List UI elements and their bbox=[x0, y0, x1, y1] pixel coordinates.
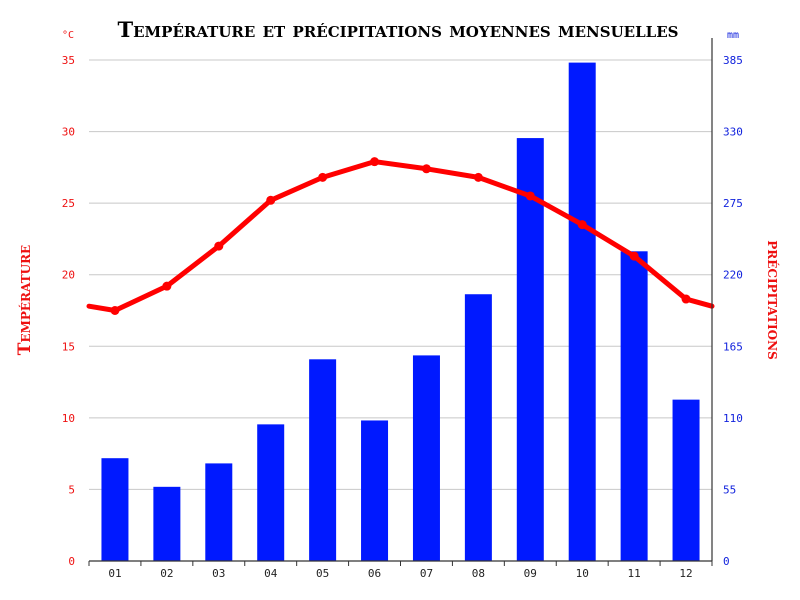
temperature-polyline bbox=[86, 159, 715, 313]
precip-bar bbox=[464, 294, 492, 561]
right-tick-label: 55 bbox=[723, 483, 736, 496]
left-tick-label: 30 bbox=[62, 126, 75, 139]
temperature-point bbox=[370, 157, 380, 167]
temperature-point bbox=[266, 195, 276, 205]
left-tick-label: 25 bbox=[62, 197, 75, 210]
x-tick-label: 01 bbox=[108, 567, 121, 580]
right-tick-label: 385 bbox=[723, 54, 743, 67]
left-tick-label: 15 bbox=[62, 340, 75, 353]
chart-title: Température et précipitations moyennes m… bbox=[118, 17, 679, 42]
temperature-point bbox=[473, 172, 483, 182]
x-tick-label: 12 bbox=[679, 567, 692, 580]
left-axis-unit: °C bbox=[62, 30, 74, 41]
left-tick-label: 5 bbox=[68, 483, 75, 496]
precipitation-bars bbox=[101, 62, 700, 562]
temperature-point bbox=[525, 191, 535, 201]
right-axis-unit: mm bbox=[727, 30, 739, 41]
temperature-point bbox=[318, 172, 328, 182]
x-tick-label: 03 bbox=[212, 567, 225, 580]
x-tick-label: 02 bbox=[160, 567, 173, 580]
x-tick-label: 04 bbox=[264, 567, 278, 580]
precip-bar bbox=[257, 424, 285, 561]
precip-bar bbox=[516, 138, 544, 561]
right-axis-title: précipitations bbox=[763, 240, 783, 360]
left-tick-label: 0 bbox=[68, 555, 75, 568]
precip-bar bbox=[309, 359, 337, 561]
precip-bar bbox=[205, 463, 233, 561]
left-axis-title: Température bbox=[15, 245, 35, 355]
precip-bar bbox=[101, 458, 129, 561]
right-tick-label: 165 bbox=[723, 340, 743, 353]
temperature-point bbox=[629, 251, 639, 261]
x-tick-label: 05 bbox=[316, 567, 329, 580]
x-tick-label: 06 bbox=[368, 567, 381, 580]
precip-bar bbox=[620, 251, 648, 562]
left-tick-label: 10 bbox=[62, 412, 75, 425]
x-tick-label: 07 bbox=[420, 567, 433, 580]
x-tick-label: 11 bbox=[628, 567, 641, 580]
x-tick-label: 08 bbox=[472, 567, 485, 580]
temperature-point bbox=[577, 220, 587, 230]
temperature-point bbox=[162, 281, 172, 291]
right-tick-label: 0 bbox=[723, 555, 730, 568]
precip-bar bbox=[153, 486, 181, 561]
precip-bar bbox=[412, 355, 440, 561]
precip-bar bbox=[568, 62, 596, 561]
left-tick-label: 20 bbox=[62, 269, 75, 282]
right-tick-label: 220 bbox=[723, 269, 743, 282]
x-tick-label: 10 bbox=[576, 567, 589, 580]
precip-bar bbox=[361, 420, 389, 561]
right-tick-label: 330 bbox=[723, 126, 743, 139]
right-tick-label: 110 bbox=[723, 412, 743, 425]
temperature-line bbox=[86, 157, 715, 315]
temperature-point bbox=[421, 164, 431, 174]
temperature-point bbox=[214, 241, 224, 251]
gridlines bbox=[89, 59, 712, 490]
temperature-point bbox=[681, 294, 691, 304]
right-tick-label: 275 bbox=[723, 197, 743, 210]
left-tick-label: 35 bbox=[62, 54, 75, 67]
temperature-point bbox=[110, 306, 120, 315]
x-tick-label: 09 bbox=[524, 567, 537, 580]
precip-bar bbox=[672, 399, 700, 561]
